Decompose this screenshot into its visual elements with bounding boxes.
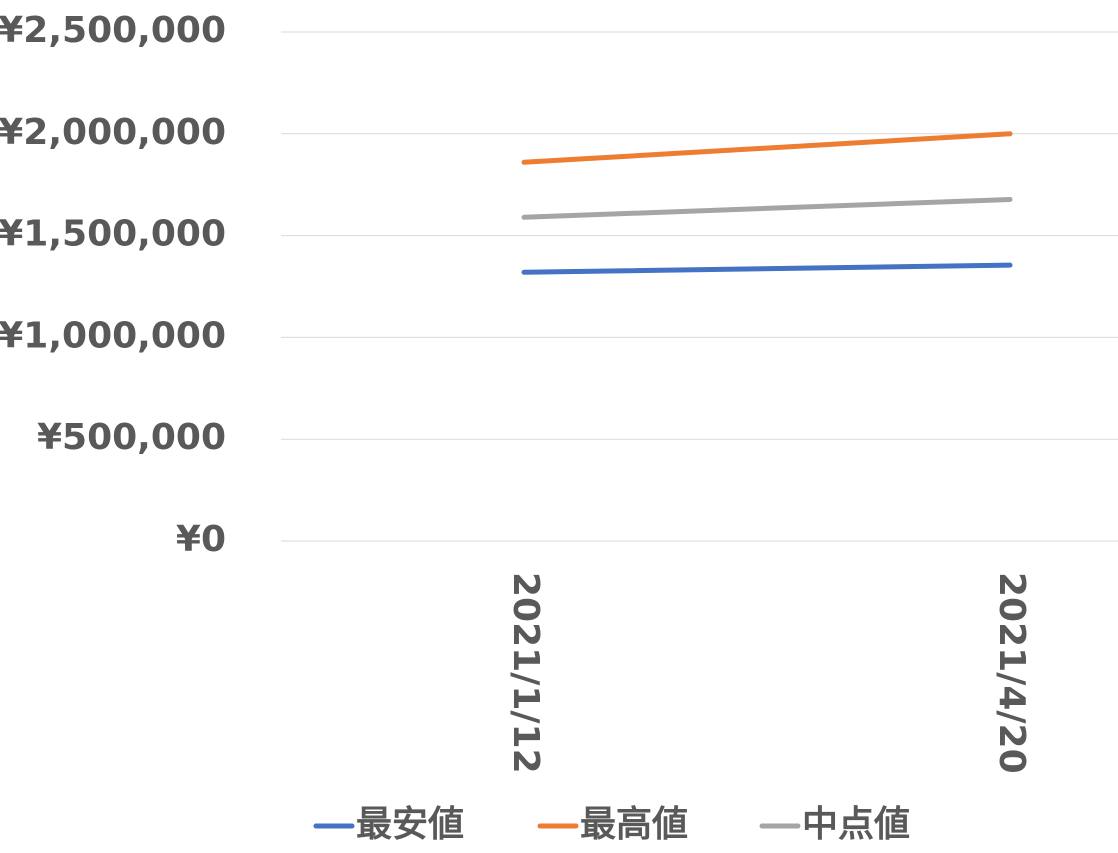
y-tick-label: ¥1,500,000 xyxy=(0,214,226,255)
y-tick-label: ¥500,000 xyxy=(37,417,226,458)
y-tick-label: ¥1,000,000 xyxy=(0,315,226,356)
series-line xyxy=(521,196,1013,220)
x-tick-label: 2021/1/12 xyxy=(505,572,546,774)
legend-label: 最高値 xyxy=(580,804,688,845)
y-tick-label: ¥2,500,000 xyxy=(0,10,226,51)
series-line xyxy=(521,262,1013,275)
y-tick-label: ¥2,000,000 xyxy=(0,112,226,153)
y-tick-label: ¥0 xyxy=(176,519,226,560)
series-line xyxy=(521,131,1013,165)
x-tick-label: 2021/4/20 xyxy=(991,572,1032,774)
legend-label: 中点値 xyxy=(802,804,910,845)
legend-label: 最安値 xyxy=(356,804,464,845)
